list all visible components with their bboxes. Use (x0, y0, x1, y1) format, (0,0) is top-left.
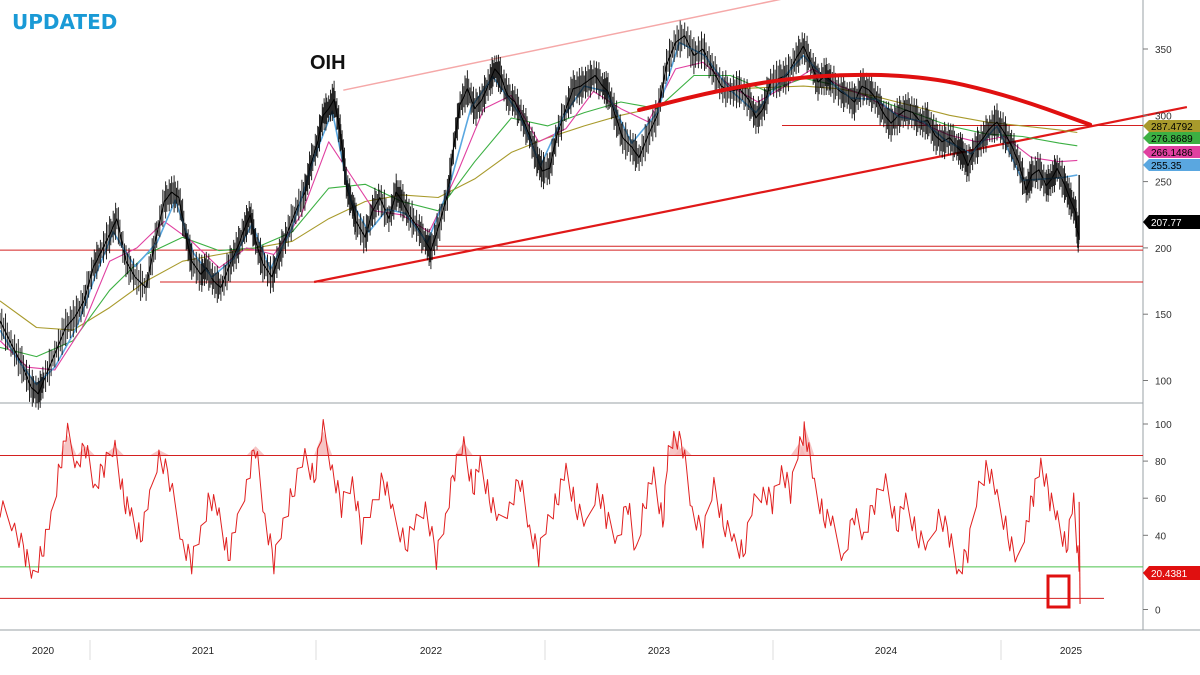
rsi-overbought-fill (668, 431, 683, 456)
rsi-series (0, 419, 1080, 579)
moving-average-fast-value-tag (1143, 159, 1200, 171)
rsi-y-tick-label: 40 (1155, 531, 1167, 542)
price-y-tick-label: 100 (1155, 377, 1172, 388)
x-tick-label: 2023 (648, 646, 671, 657)
rsi-panel (0, 419, 1143, 609)
price-bars (0, 20, 1080, 410)
moving-average-long-value-tag (1143, 120, 1200, 132)
chart-frame (0, 0, 1200, 631)
moving-average-slow-value-tag (1143, 132, 1200, 144)
close-series (0, 35, 1080, 395)
moving-average-long-value-label: 287.4792 (1151, 122, 1193, 133)
moving-average-mid-value-label: 266.1486 (1151, 148, 1193, 159)
moving-average-slow-value-label: 276.8689 (1151, 134, 1193, 145)
x-tick-label: 2024 (875, 646, 898, 657)
rsi-highlight-box (1046, 574, 1071, 609)
rsi-y-tick-label: 100 (1155, 420, 1172, 431)
support-trendline (313, 106, 1188, 284)
price-y-tick-label: 200 (1155, 244, 1172, 255)
rsi-overbought-fill (454, 442, 473, 456)
rsi-overbought-fill (60, 435, 77, 456)
last-price-label: 207.77 (1151, 218, 1182, 229)
price-y-tick-label: 150 (1155, 310, 1172, 321)
rsi-overbought-fill (673, 446, 693, 456)
upper-channel-line (343, 0, 782, 91)
rsi-value-tag (1143, 566, 1200, 580)
rsi-y-tick-label: 60 (1155, 494, 1167, 505)
price-panel (0, 0, 1188, 410)
topping-arc (637, 72, 1093, 127)
price-y-tick-label: 350 (1155, 45, 1172, 56)
x-tick-label: 2020 (32, 646, 55, 657)
rsi-overbought-fill (76, 446, 95, 456)
rsi-overbought-fill (104, 446, 125, 456)
rsi-overbought-fill (314, 431, 333, 456)
x-tick-label: 2025 (1060, 646, 1083, 657)
ticker-label: OIH (310, 52, 346, 74)
rsi-y-tick-label: 0 (1155, 606, 1161, 617)
price-y-tick-label: 250 (1155, 178, 1172, 189)
x-tick-label: 2022 (420, 646, 443, 657)
updated-badge: UPDATED (12, 10, 117, 34)
rsi-y-tick-label: 80 (1155, 457, 1167, 468)
last-price-tag (1143, 215, 1200, 229)
rsi-overbought-fill (799, 427, 815, 456)
rsi-final-drop (1078, 501, 1081, 604)
rsi-overbought-fill (246, 446, 265, 456)
x-tick-label: 2021 (192, 646, 215, 657)
moving-average-mid-value-tag (1143, 146, 1200, 158)
price-y-tick-label: 300 (1155, 111, 1172, 122)
rsi-value-label: 20.4381 (1151, 569, 1188, 580)
moving-average-fast-value-label: 255.35 (1151, 161, 1182, 172)
